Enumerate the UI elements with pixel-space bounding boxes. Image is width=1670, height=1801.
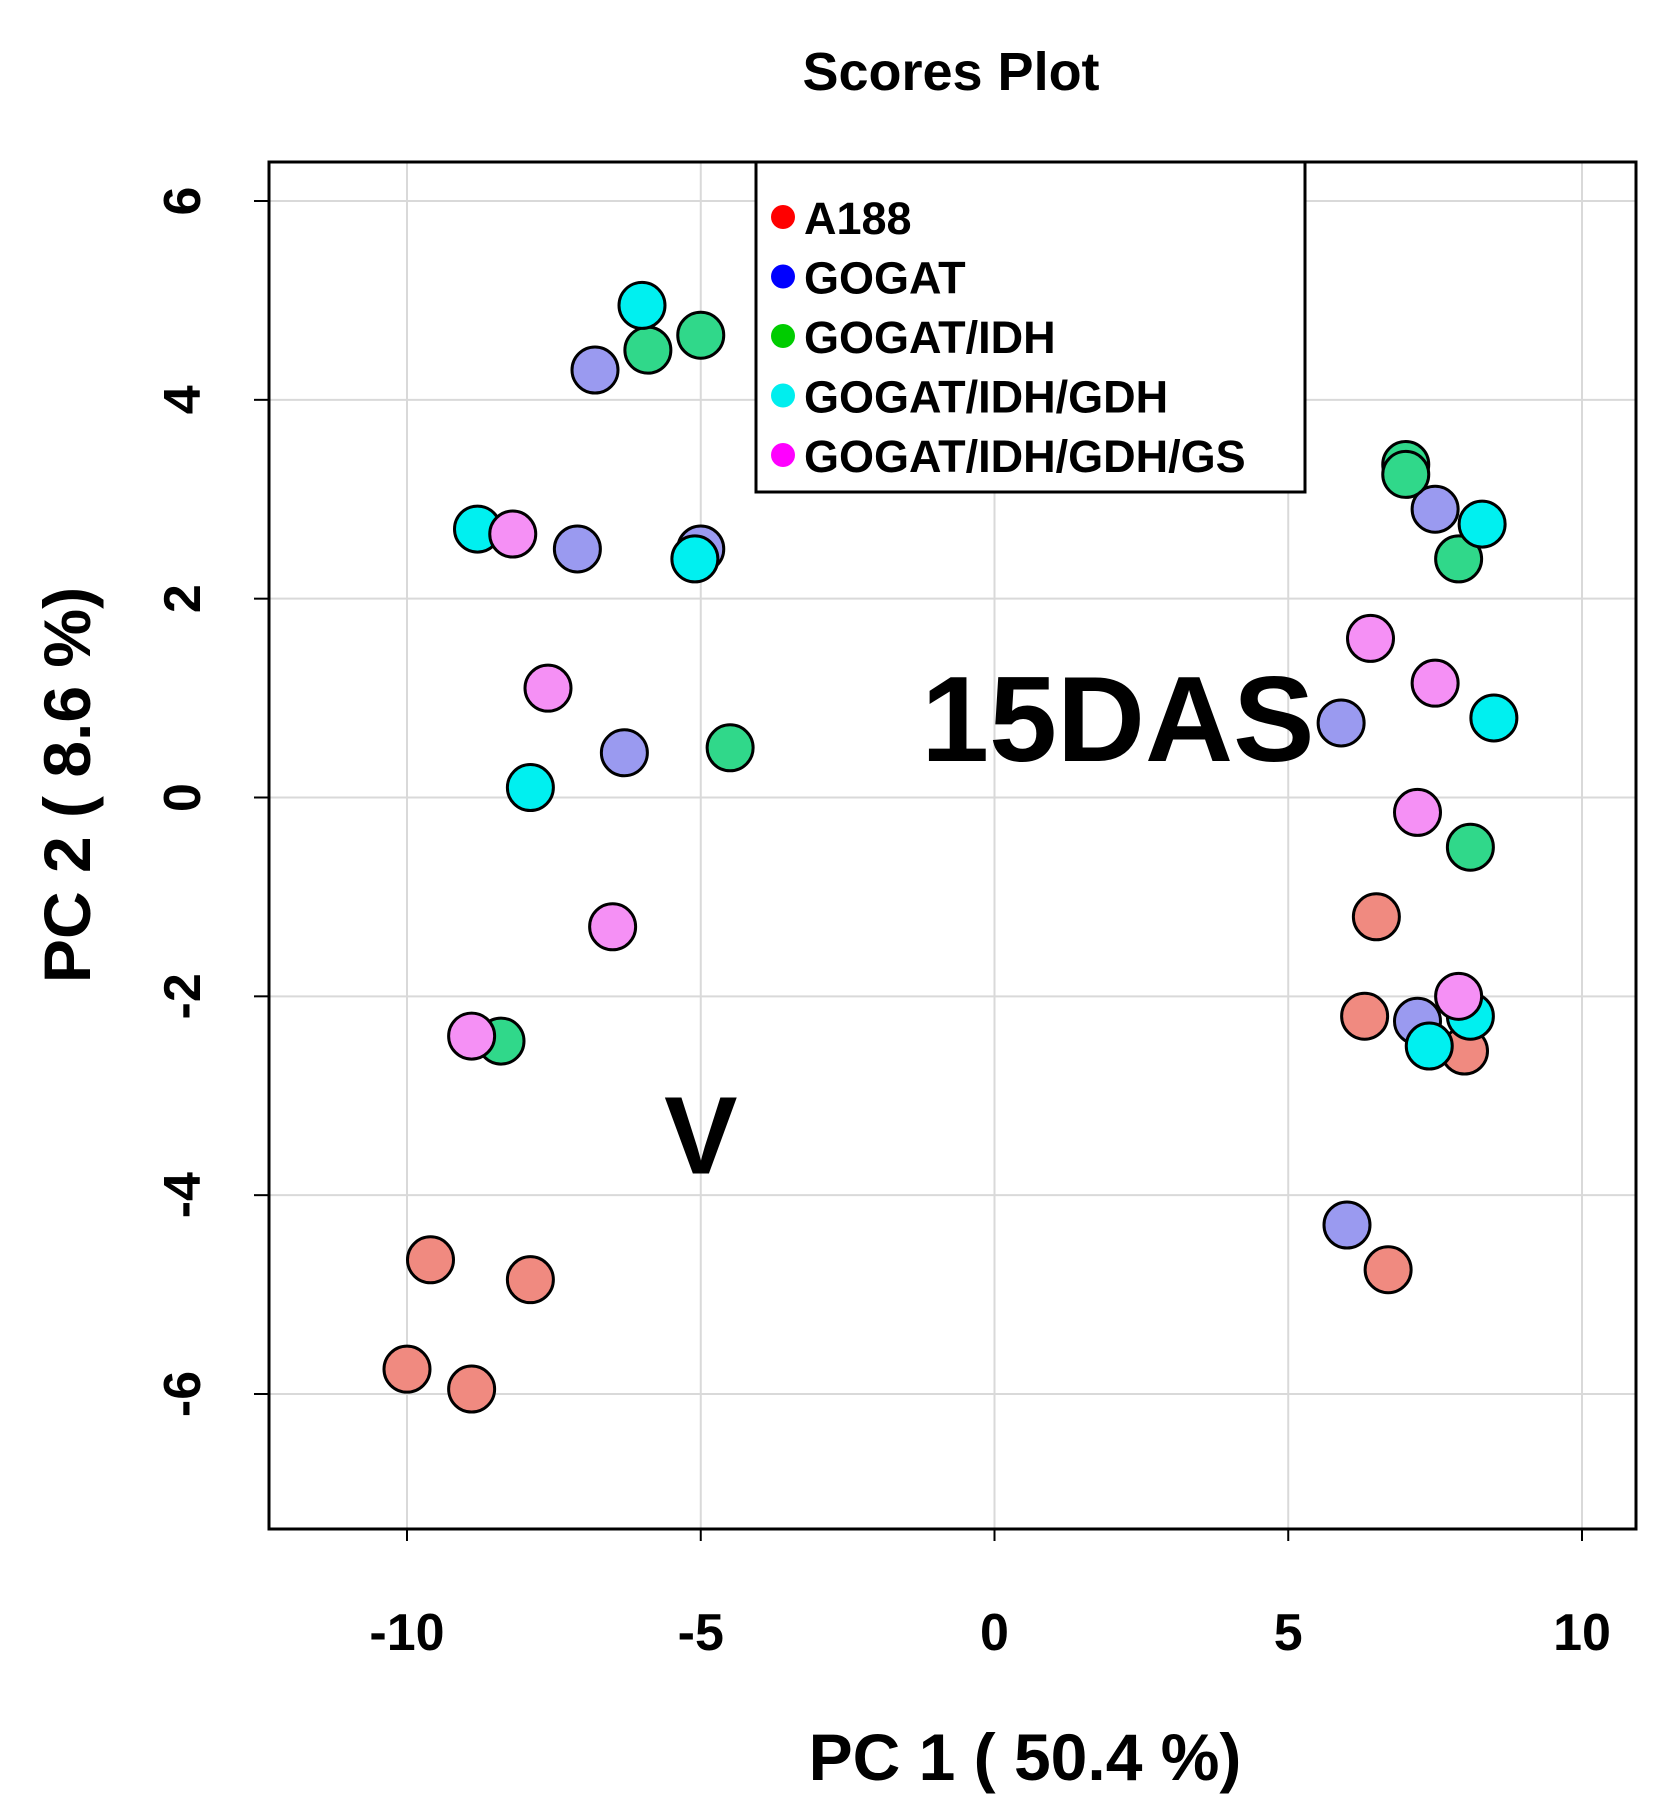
x-tick-label: -10 — [369, 1604, 444, 1662]
legend-marker — [771, 443, 795, 467]
data-point-gogat-idh-gdh — [1457, 499, 1507, 549]
chart-title: Scores Plot — [802, 42, 1099, 102]
y-tick-label: -4 — [154, 1172, 212, 1218]
data-point-a188 — [1363, 1245, 1413, 1295]
data-point-gogat-idh-gdh — [617, 280, 667, 330]
legend-marker — [771, 205, 795, 229]
x-tick-label: 10 — [1553, 1604, 1611, 1662]
annotation-label: V — [664, 1075, 737, 1198]
data-point-gogat-idh-gdh-gs — [1346, 613, 1395, 663]
annotations: 15DAS V — [664, 651, 1314, 1198]
x-axis-label: PC 1 ( 50.4 %) — [809, 1720, 1242, 1794]
y-tick-label: 0 — [154, 783, 212, 812]
data-point-gogat-idh-gdh — [505, 763, 555, 813]
legend-marker — [771, 383, 795, 408]
data-point-gogat-idh-gdh — [1404, 1021, 1454, 1071]
data-point-gogat-idh — [676, 310, 726, 360]
data-point-gogat-idh-gdh-gs — [588, 902, 638, 952]
x-tick-label: -5 — [678, 1604, 724, 1662]
data-point-gogat-idh-gdh-gs — [523, 663, 573, 713]
data-point-gogat — [570, 345, 620, 395]
annotation-label: 15DAS — [921, 651, 1314, 787]
data-point-gogat-idh-gdh-gs — [447, 1011, 497, 1061]
data-point-a188 — [406, 1235, 455, 1285]
data-point-gogat-idh-gdh-gs — [488, 509, 538, 559]
data-point-gogat-idh-gdh-gs — [1434, 971, 1484, 1021]
data-point-gogat-idh — [1434, 534, 1484, 584]
data-point-gogat-idh-gdh-gs — [1410, 658, 1460, 708]
data-point-a188 — [382, 1344, 432, 1394]
legend-label: GOGAT/IDH/GDH/GS — [804, 431, 1246, 482]
data-point-gogat-idh — [705, 723, 755, 773]
data-point-a188 — [1351, 892, 1401, 942]
legend-marker — [771, 324, 795, 348]
data-point-gogat-idh — [623, 325, 673, 375]
data-point-gogat-idh-gdh — [670, 534, 720, 584]
y-tick-label: -6 — [154, 1371, 212, 1417]
data-point-a188 — [447, 1364, 497, 1414]
legend-label: GOGAT — [804, 253, 966, 304]
legend-box — [754, 160, 1307, 494]
y-tick-label: 4 — [154, 385, 212, 414]
y-tick-label: 2 — [154, 584, 212, 613]
data-point-a188 — [1340, 991, 1390, 1041]
data-point-gogat-idh-gdh — [1469, 693, 1519, 743]
legend-label: A188 — [804, 193, 912, 244]
legend-marker — [771, 264, 795, 289]
axis-ticks: -10 -5 0 5 10 -6 -4 -2 0 2 4 6 — [154, 187, 1611, 1662]
data-point-a188 — [505, 1255, 555, 1305]
y-tick-label: 6 — [154, 187, 212, 216]
x-tick-label: 0 — [980, 1604, 1009, 1662]
data-points — [382, 280, 1519, 1414]
data-point-gogat — [599, 728, 649, 778]
data-point-gogat — [552, 524, 602, 574]
legend: A188 GOGAT GOGAT/IDH GOGAT/IDH/GDH GOGAT/IDH… — [754, 160, 1307, 494]
x-tick-label: 5 — [1274, 1604, 1303, 1662]
legend-label: GOGAT/IDH/GDH — [804, 372, 1168, 423]
legend-label: GOGAT/IDH — [804, 312, 1056, 363]
data-point-gogat-idh — [1381, 449, 1431, 499]
y-tick-label: -2 — [154, 973, 212, 1019]
data-point-gogat — [1316, 698, 1366, 748]
data-point-gogat — [1410, 484, 1460, 534]
data-point-gogat — [1322, 1200, 1372, 1250]
data-point-gogat-idh-gdh-gs — [1393, 787, 1442, 837]
data-point-gogat-idh — [1445, 822, 1495, 872]
y-axis-label: PC 2 ( 8.6 %) — [30, 587, 104, 983]
